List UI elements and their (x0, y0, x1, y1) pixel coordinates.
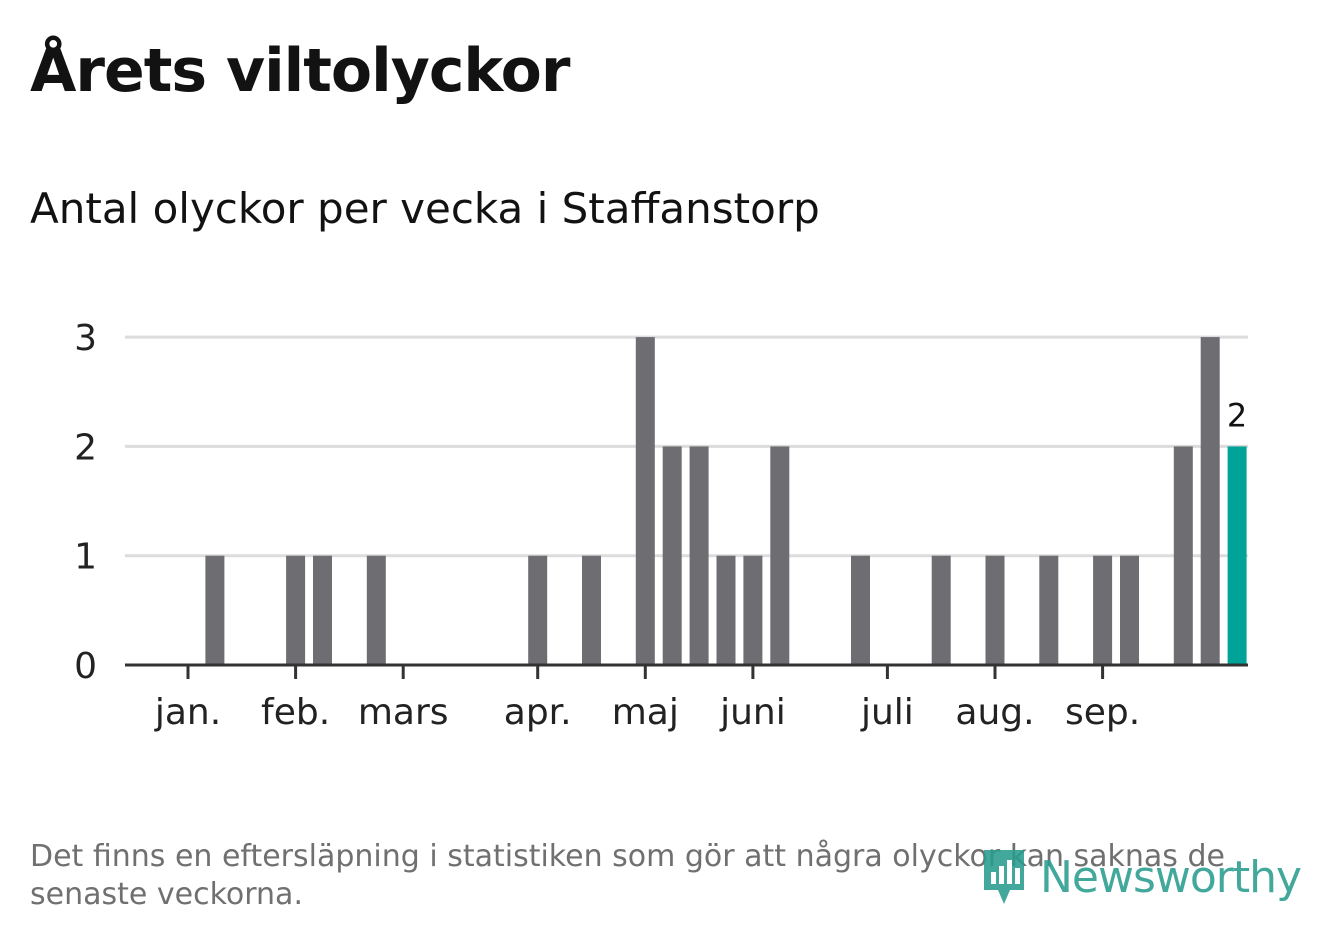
bar (635, 337, 655, 665)
chart-subtitle: Antal olyckor per vecka i Staffanstorp (30, 184, 820, 233)
chart-title: Årets viltolyckor (30, 36, 570, 106)
bar (1039, 555, 1059, 665)
bar (851, 555, 870, 665)
x-tick-label: sep. (1065, 692, 1140, 733)
bar (1120, 555, 1139, 665)
axes: 0 1 2 3 2 jan. feb. mars apr. maj juni juli aug. sep. (74, 318, 1248, 733)
data-label: 2 (1227, 396, 1247, 434)
bar-chart: 0 1 2 3 2 jan. feb. mars apr. maj juni juli aug. sep. (74, 318, 1248, 733)
bar (1093, 555, 1113, 665)
footnote: Det finns en eftersläpning i statistiken… (30, 839, 1225, 912)
bar (931, 555, 951, 665)
bar (366, 555, 386, 665)
newsworthy-logo-text: Newsworthy (1040, 851, 1302, 903)
x-tick-label: juli (860, 692, 914, 733)
y-tick-label: 0 (74, 646, 97, 687)
bar (770, 446, 790, 665)
y-tick-label: 1 (74, 537, 97, 578)
x-tick-label: apr. (504, 692, 572, 733)
bar (286, 555, 306, 665)
bar (689, 446, 709, 665)
y-tick-label: 2 (74, 427, 97, 468)
bar (716, 555, 736, 665)
x-tick-label: mars (358, 692, 449, 733)
bar (205, 555, 225, 665)
x-tick-label: juni (719, 692, 786, 733)
bar (582, 555, 601, 665)
bar (743, 555, 763, 665)
bar (662, 446, 682, 665)
x-tick-label: maj (612, 692, 679, 733)
bar (1200, 337, 1220, 665)
x-tick-label: jan. (154, 692, 221, 733)
bars (205, 337, 1247, 665)
gridlines (125, 335, 1248, 558)
newsworthy-logo: Newsworthy (980, 846, 1302, 908)
newsworthy-logo-icon (984, 850, 1024, 904)
x-tick-label: aug. (955, 692, 1034, 733)
bar-highlight (1227, 446, 1247, 665)
y-tick-label: 3 (74, 318, 97, 359)
bar (528, 555, 548, 665)
bar (1173, 446, 1193, 665)
bar (985, 555, 1005, 665)
bar (313, 555, 332, 665)
x-tick-label: feb. (261, 692, 330, 733)
